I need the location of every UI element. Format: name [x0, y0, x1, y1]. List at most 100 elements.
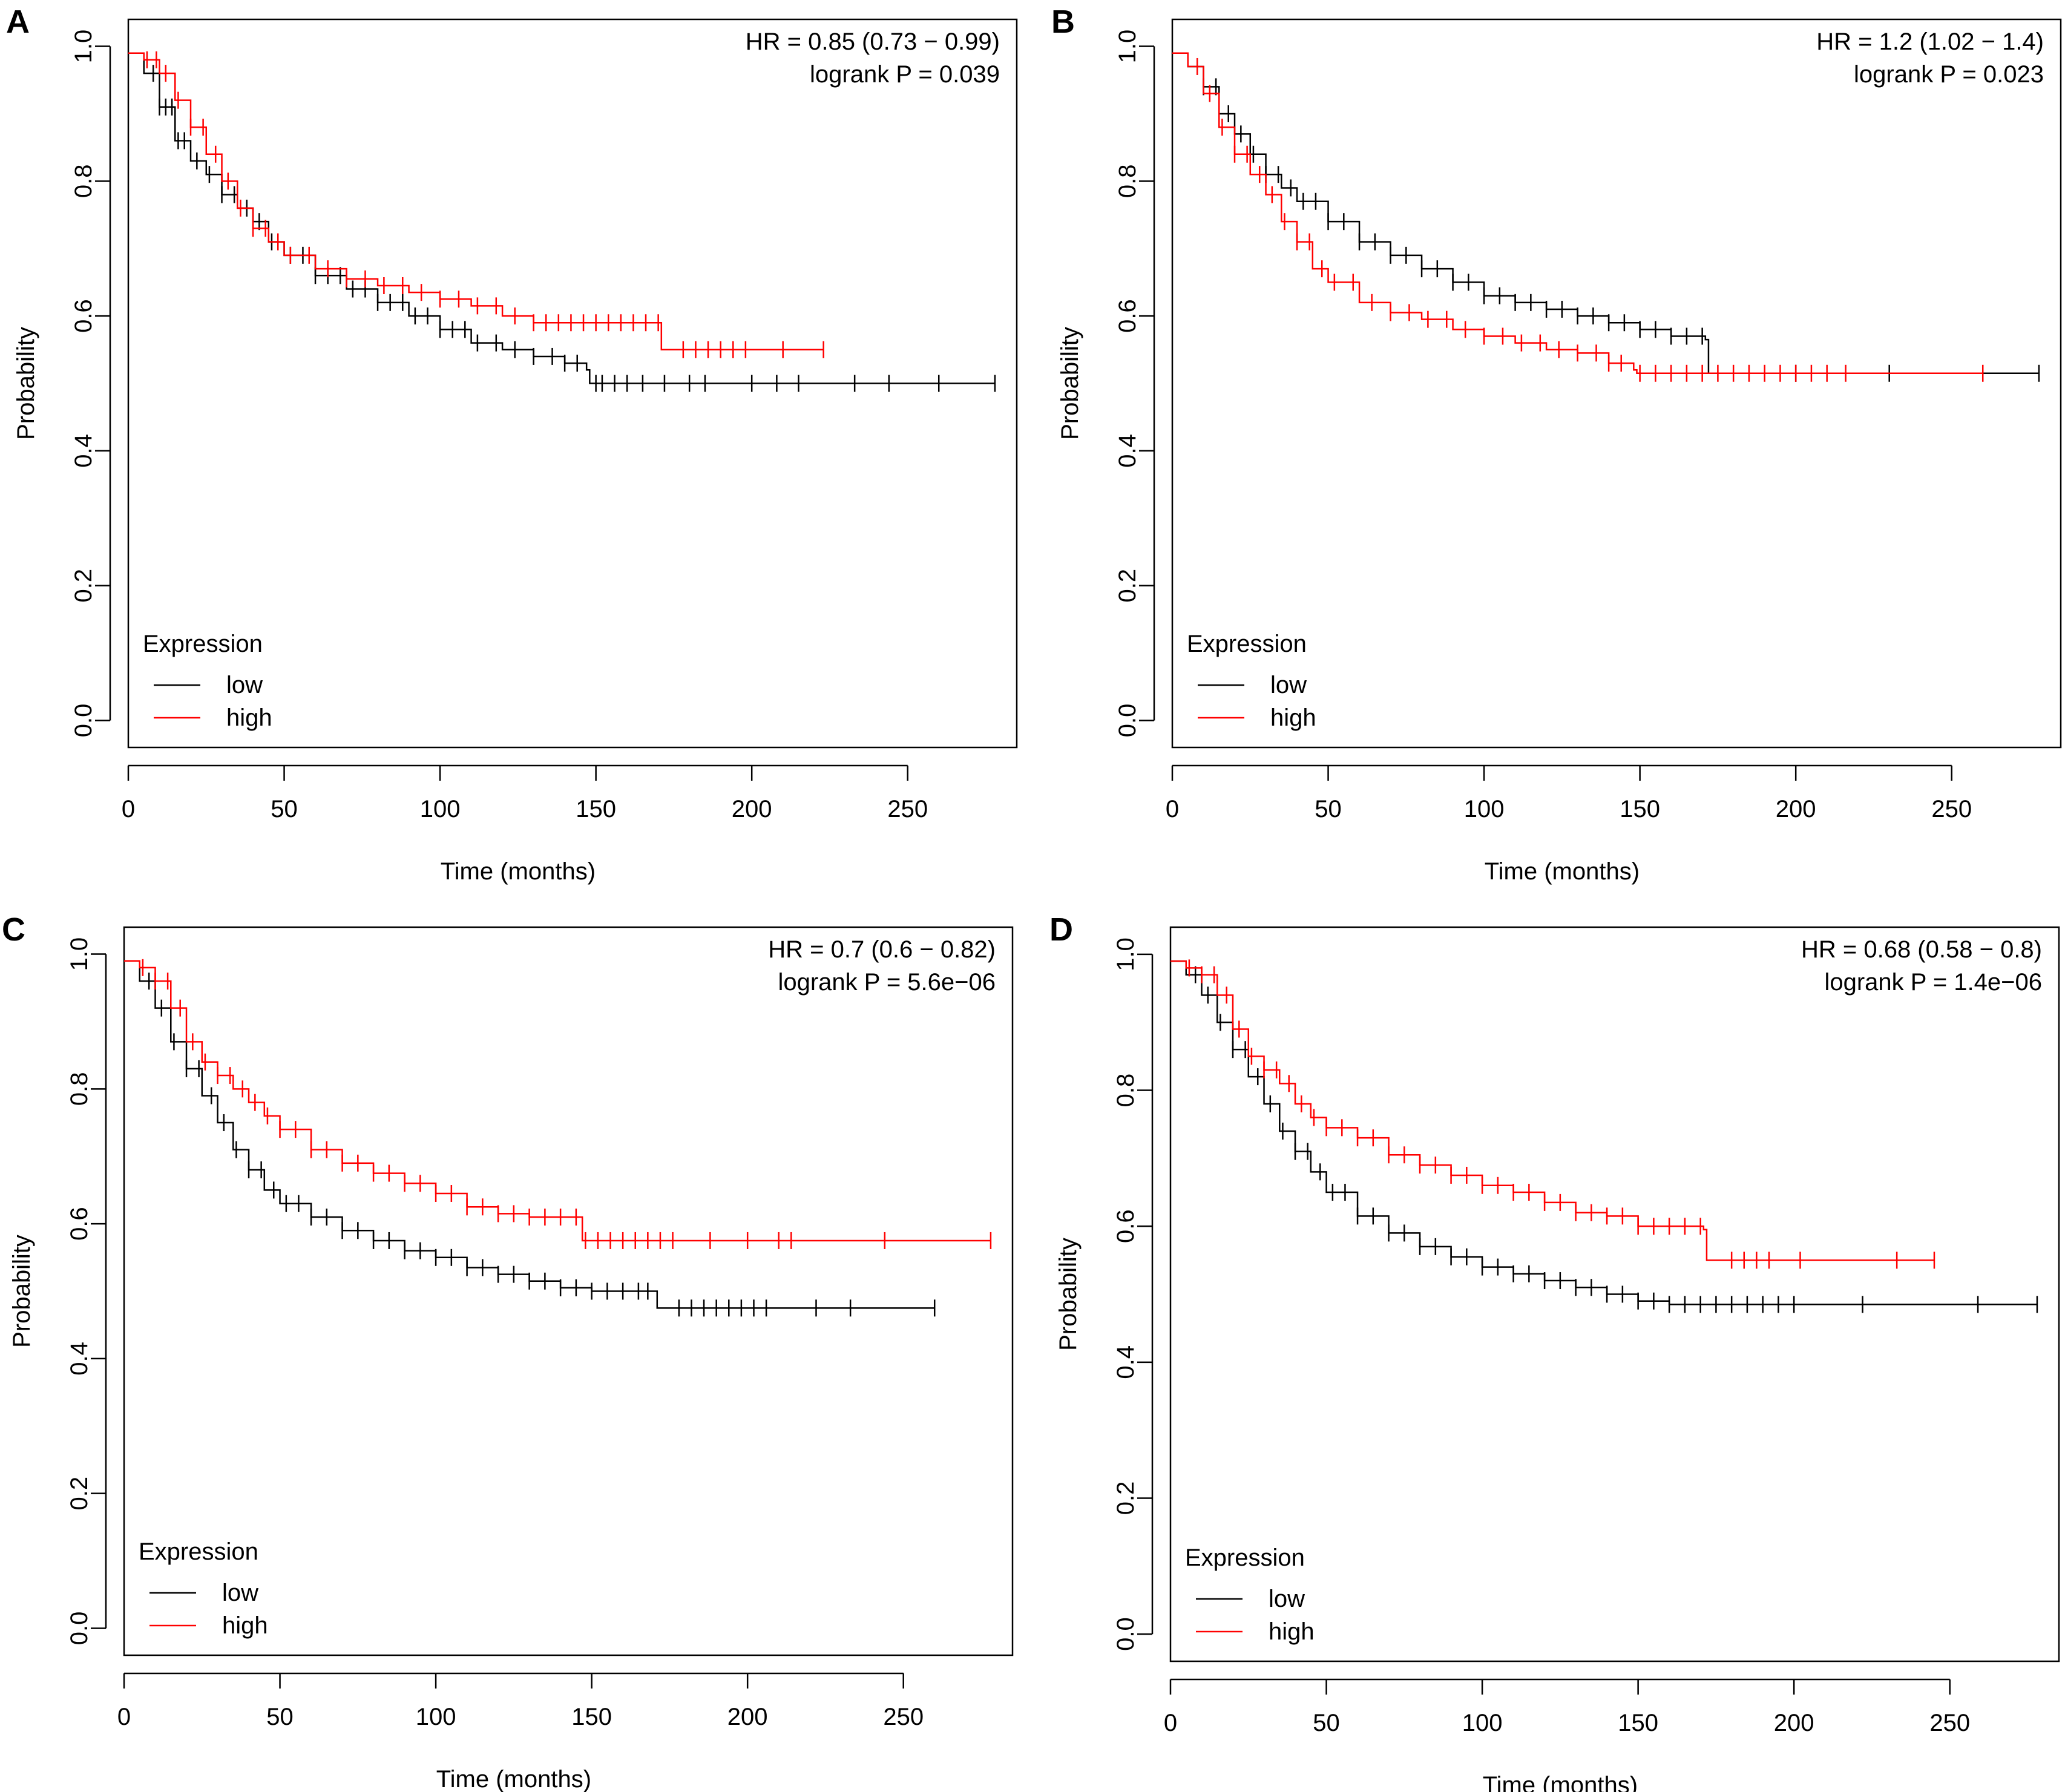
y-tick-label: 0.4 [1114, 434, 1141, 468]
x-tick-label: 150 [576, 796, 616, 822]
y-axis: 0.0 0.2 0.4 0.6 0.8 1.0 Probability [1057, 30, 1155, 738]
x-tick-label: 0 [1164, 1710, 1177, 1736]
hr-annotation: HR = 0.7 (0.6 − 0.82) logrank P = 5.6e−06 [768, 936, 996, 996]
series-low [1172, 52, 2040, 382]
x-axis-label: Time (months) [441, 858, 596, 885]
x-axis-label: Time (months) [1485, 858, 1640, 885]
series-high [1172, 52, 1984, 382]
y-axis-label: Probability [1055, 1238, 1082, 1351]
survival-curve-high [124, 960, 991, 1242]
x-tick-label: 50 [266, 1704, 294, 1730]
hr-annotation: HR = 0.68 (0.58 − 0.8) logrank P = 1.4e−0… [1801, 936, 2042, 996]
x-tick-label: 150 [1620, 796, 1660, 822]
plot-frame [1169, 926, 2060, 1662]
survival-curve-high [128, 52, 824, 351]
y-tick-label: 1.0 [1114, 30, 1141, 64]
x-tick-label: 250 [887, 796, 928, 822]
logrank-p-text: logrank P = 0.023 [1854, 61, 2044, 88]
survival-curve-high [1172, 52, 1983, 375]
legend: Expression low high [139, 1538, 268, 1639]
y-tick-label: 0.0 [1114, 704, 1141, 738]
plot-frame [127, 18, 1018, 749]
y-tick-label: 0.6 [66, 1207, 93, 1241]
y-tick-label: 0.6 [1114, 299, 1141, 333]
x-axis: 0 50 100 150 200 250 Time (months) [1166, 764, 1972, 885]
y-tick-label: 0.2 [1112, 1482, 1139, 1515]
hazard-ratio-text: HR = 0.68 (0.58 − 0.8) [1801, 936, 2042, 963]
survival-curve-low [1170, 960, 2037, 1305]
legend-label-high: high [1270, 704, 1316, 731]
y-tick-label: 0.0 [66, 1612, 93, 1646]
legend-label-low: low [226, 672, 263, 698]
legend-title: Expression [139, 1538, 258, 1565]
legend-label-low: low [222, 1580, 258, 1606]
y-axis-label: Probability [8, 1235, 35, 1348]
legend-title: Expression [1185, 1544, 1305, 1571]
hazard-ratio-text: HR = 0.7 (0.6 − 0.82) [768, 936, 996, 963]
y-tick-label: 0.6 [1112, 1209, 1139, 1243]
y-tick-label: 0.8 [70, 165, 97, 199]
logrank-p-text: logrank P = 0.039 [810, 61, 1000, 88]
legend-title: Expression [143, 631, 263, 657]
hazard-ratio-text: HR = 0.85 (0.73 − 0.99) [746, 28, 1000, 55]
y-axis: 0.0 0.2 0.4 0.6 0.8 1.0 Probability [1055, 937, 1154, 1651]
plot-frame [1171, 18, 2062, 749]
hazard-ratio-text: HR = 1.2 (1.02 − 1.4) [1816, 28, 2044, 55]
series-low [128, 52, 996, 392]
y-tick-label: 0.2 [70, 569, 97, 603]
legend-label-high: high [1269, 1618, 1315, 1645]
x-axis: 0 50 100 150 200 250 Time (months) [1164, 1678, 1970, 1792]
legend: Expression low high [1187, 631, 1316, 731]
x-tick-label: 50 [1315, 796, 1342, 822]
x-tick-label: 0 [122, 796, 135, 822]
x-tick-label: 100 [1462, 1710, 1503, 1736]
y-axis: 0.0 0.2 0.4 0.6 0.8 1.0 Probability [8, 937, 107, 1646]
y-axis-label: Probability [1057, 327, 1083, 440]
x-tick-label: 250 [883, 1704, 924, 1730]
x-tick-label: 200 [727, 1704, 768, 1730]
series-high [124, 959, 992, 1249]
logrank-p-text: logrank P = 1.4e−06 [1824, 969, 2042, 996]
legend-label-high: high [222, 1612, 268, 1639]
y-axis: 0.0 0.2 0.4 0.6 0.8 1.0 Probability [13, 30, 111, 738]
x-axis: 0 50 100 150 200 250 Time (months) [117, 1672, 924, 1792]
series-low [124, 960, 936, 1317]
survival-curve-low [1172, 52, 2039, 375]
x-tick-label: 150 [571, 1704, 612, 1730]
y-tick-label: 0.8 [1112, 1074, 1139, 1108]
y-axis-label: Probability [13, 327, 39, 440]
x-tick-label: 150 [1618, 1710, 1658, 1736]
x-tick-label: 100 [1464, 796, 1505, 822]
x-tick-label: 250 [1931, 796, 1972, 822]
hr-annotation: HR = 0.85 (0.73 − 0.99) logrank P = 0.039 [746, 28, 1000, 88]
y-tick-label: 0.4 [66, 1342, 93, 1376]
y-tick-label: 0.2 [1114, 569, 1141, 603]
y-tick-label: 0.6 [70, 299, 97, 333]
x-axis: 0 50 100 150 200 250 Time (months) [122, 764, 928, 885]
y-tick-label: 0.0 [1112, 1617, 1139, 1651]
y-tick-label: 0.8 [66, 1072, 93, 1106]
legend: Expression low high [143, 631, 272, 731]
x-tick-label: 200 [1776, 796, 1816, 822]
series-high [1170, 959, 1935, 1269]
plot-frame [123, 926, 1014, 1656]
y-tick-label: 1.0 [70, 30, 97, 64]
y-tick-label: 0.8 [1114, 165, 1141, 199]
x-tick-label: 250 [1929, 1710, 1970, 1736]
panel-letter: B [1051, 4, 1075, 40]
x-tick-label: 200 [732, 796, 772, 822]
y-tick-label: 0.0 [70, 704, 97, 738]
series-high [128, 51, 824, 358]
x-axis-label: Time (months) [436, 1766, 591, 1792]
legend: Expression low high [1185, 1544, 1315, 1645]
y-tick-label: 1.0 [1112, 937, 1139, 971]
legend-label-low: low [1270, 672, 1307, 698]
y-tick-label: 0.4 [70, 434, 97, 468]
survival-curve-high [1170, 960, 1934, 1261]
panel-letter: C [2, 911, 25, 948]
